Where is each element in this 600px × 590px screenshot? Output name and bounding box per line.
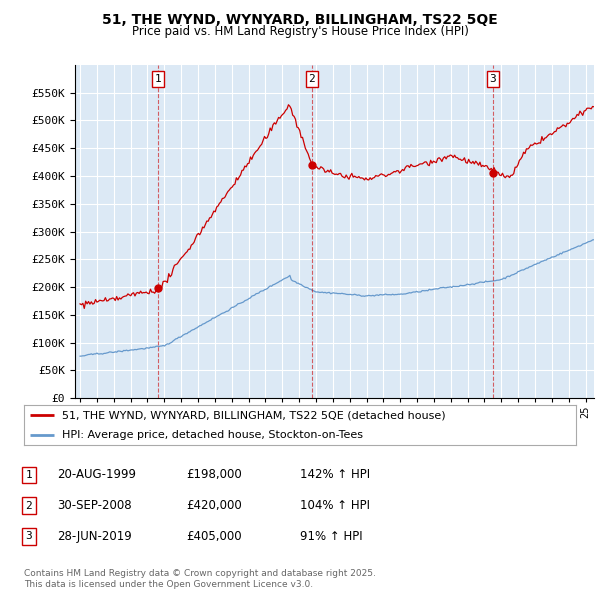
Text: 142% ↑ HPI: 142% ↑ HPI	[300, 468, 370, 481]
Text: 30-SEP-2008: 30-SEP-2008	[57, 499, 131, 512]
Text: 51, THE WYND, WYNYARD, BILLINGHAM, TS22 5QE (detached house): 51, THE WYND, WYNYARD, BILLINGHAM, TS22 …	[62, 411, 445, 420]
Text: £420,000: £420,000	[186, 499, 242, 512]
Text: 91% ↑ HPI: 91% ↑ HPI	[300, 530, 362, 543]
Text: £405,000: £405,000	[186, 530, 242, 543]
Text: 1: 1	[155, 74, 161, 84]
Text: 28-JUN-2019: 28-JUN-2019	[57, 530, 132, 543]
Text: 51, THE WYND, WYNYARD, BILLINGHAM, TS22 5QE: 51, THE WYND, WYNYARD, BILLINGHAM, TS22 …	[102, 13, 498, 27]
Text: 20-AUG-1999: 20-AUG-1999	[57, 468, 136, 481]
Text: 3: 3	[490, 74, 496, 84]
Text: HPI: Average price, detached house, Stockton-on-Tees: HPI: Average price, detached house, Stoc…	[62, 431, 362, 440]
Text: Contains HM Land Registry data © Crown copyright and database right 2025.
This d: Contains HM Land Registry data © Crown c…	[24, 569, 376, 589]
Text: Price paid vs. HM Land Registry's House Price Index (HPI): Price paid vs. HM Land Registry's House …	[131, 25, 469, 38]
Text: 2: 2	[25, 501, 32, 510]
Text: 2: 2	[308, 74, 315, 84]
Text: 3: 3	[25, 532, 32, 541]
Text: 104% ↑ HPI: 104% ↑ HPI	[300, 499, 370, 512]
Text: £198,000: £198,000	[186, 468, 242, 481]
Text: 1: 1	[25, 470, 32, 480]
